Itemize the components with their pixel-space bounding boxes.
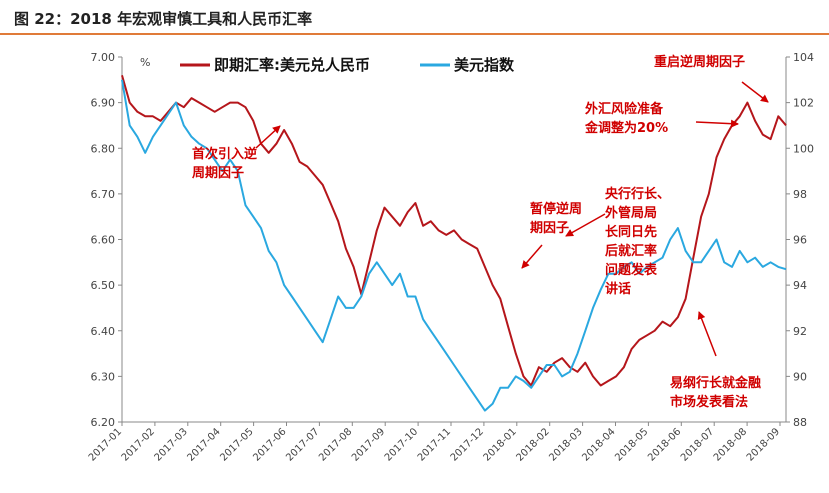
annotation-text: 暂停逆周 <box>530 201 582 217</box>
y-left-tick-label: 6.80 <box>91 142 116 155</box>
x-tick-label: 2017-07 <box>284 426 321 463</box>
annotation-text: 周期因子 <box>192 166 244 181</box>
x-tick-label: 2017-09 <box>350 426 387 463</box>
annotation-text: 重启逆周期因子 <box>654 54 745 70</box>
annotation-arrow <box>521 244 543 269</box>
annotation-text: 外汇风险准备 <box>584 101 664 117</box>
chart-title: 图 22：2018 年宏观审慎工具和人民币汇率 <box>14 10 313 28</box>
annotation-text: 期因子 <box>530 221 569 236</box>
y-right-tick-label: 90 <box>793 370 807 383</box>
y-left-tick-label: 6.40 <box>91 325 116 338</box>
x-tick-label: 2017-06 <box>251 426 288 463</box>
x-tick-label: 2018-09 <box>745 426 782 463</box>
legend: 即期汇率:美元兑人民币 美元指数 <box>180 56 515 74</box>
x-tick-label: 2018-04 <box>580 426 617 463</box>
y-right-tick-label: 100 <box>793 142 814 155</box>
y-right-tick-label: 96 <box>793 234 807 247</box>
annotation-text: 长同日先 <box>605 224 657 240</box>
annotation-text: 金调整为20% <box>584 120 668 136</box>
annotation-arrow <box>741 81 769 103</box>
x-tick-label: 2017-11 <box>416 426 453 463</box>
x-tick-label: 2017-05 <box>218 426 255 463</box>
legend-label: 美元指数 <box>454 56 515 74</box>
y-left-unit: % <box>140 56 150 69</box>
x-tick-label: 2017-01 <box>87 426 124 463</box>
series-group <box>121 75 787 412</box>
x-tick-label: 2018-05 <box>613 426 650 463</box>
usdcny-line <box>121 75 787 387</box>
annotation-text: 外管局局 <box>604 205 657 221</box>
y-left-tick-label: 6.30 <box>91 370 116 383</box>
legend-label: 即期汇率:美元兑人民币 <box>214 56 370 74</box>
x-tick-label: 2017-03 <box>153 426 190 463</box>
x-tick-label: 2018-02 <box>514 426 551 463</box>
x-tick-label: 2018-07 <box>679 426 716 463</box>
x-tick-label: 2018-01 <box>482 426 519 463</box>
x-tick-label: 2017-04 <box>185 426 222 463</box>
y-right-tick-label: 102 <box>793 97 814 110</box>
y-right-tick-label: 94 <box>793 279 807 292</box>
y-right-tick-label: 104 <box>793 51 814 64</box>
y-left-tick-label: 6.50 <box>91 279 116 292</box>
y-left-tick-label: 6.70 <box>91 188 116 201</box>
y-left-tick-label: 6.20 <box>91 416 116 429</box>
annotation-text: 易纲行长就金融 <box>670 375 761 391</box>
y-right-tick-label: 98 <box>793 188 807 201</box>
x-tick-label: 2017-10 <box>383 426 420 463</box>
y-left-tick-label: 6.90 <box>91 97 116 110</box>
annotation-arrow <box>697 311 717 357</box>
annotation-text: 央行行长、 <box>605 186 670 202</box>
annotation-arrow <box>565 213 606 237</box>
x-tick-label: 2017-08 <box>317 426 354 463</box>
annotation-text: 市场发表看法 <box>670 394 748 410</box>
annotation-text: 问题发表 <box>605 262 658 278</box>
x-tick-label: 2017-02 <box>120 426 157 463</box>
x-tick-label: 2017-12 <box>449 426 486 463</box>
annotation-text: 讲话 <box>605 281 631 297</box>
annotation-arrow <box>695 119 739 128</box>
annotation-text: 首次引入逆 <box>192 146 257 162</box>
x-tick-label: 2018-06 <box>646 426 683 463</box>
y-left-tick-label: 6.60 <box>91 234 116 247</box>
y-right-tick-label: 92 <box>793 325 807 338</box>
dollar-index-line <box>121 79 787 412</box>
x-tick-label: 2018-03 <box>547 426 584 463</box>
y-right-tick-label: 88 <box>793 416 807 429</box>
x-tick-label: 2018-08 <box>712 426 749 463</box>
annotation-arrow <box>255 125 281 149</box>
title-underline <box>0 33 829 35</box>
y-left-tick-label: 7.00 <box>91 51 116 64</box>
annotation-text: 后就汇率 <box>605 243 657 259</box>
